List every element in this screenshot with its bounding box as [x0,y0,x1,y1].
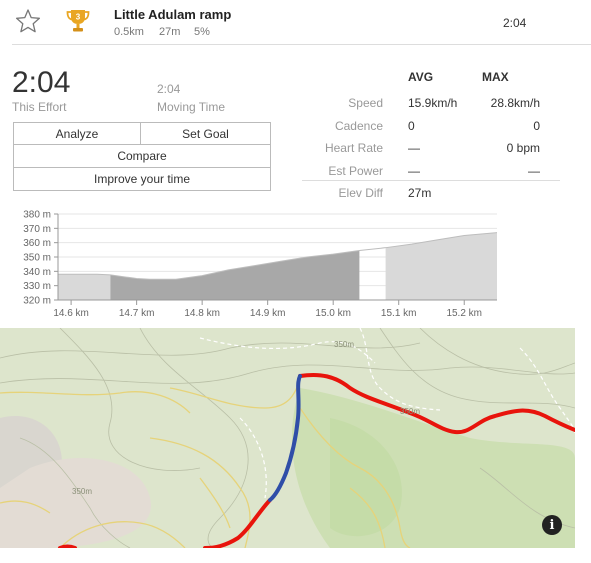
effort-time-label: This Effort [12,100,67,114]
elevation-chart[interactable]: 380 m 370 m 360 m 350 m 340 m 330 m 320 m 14.6… [0,205,500,323]
elevation-area-before [58,274,111,300]
contour-label: 350m [72,487,92,496]
segment-time: 2:04 [503,16,527,30]
route-map[interactable]: 350m 350m 350m [0,328,575,548]
x-tick-label: 14.8 km [184,308,220,319]
segment-distance: 0.5km [114,26,144,38]
y-tick-label: 330 m [23,281,51,292]
y-tick-label: 360 m [23,238,51,249]
segment-grade: 5% [194,26,210,38]
x-tick-label: 15.2 km [446,308,482,319]
elevation-area-after [385,232,497,300]
improve-time-button[interactable]: Improve your time [13,167,271,191]
contour-label: 350m [334,340,354,349]
x-tick-label: 14.7 km [119,308,155,319]
stat-label-elev-diff: Elev Diff [338,186,383,200]
elevation-line [58,232,498,280]
compare-button[interactable]: Compare [13,144,271,168]
stat-avg-elev-diff: 27m [408,186,432,200]
stat-max-speed: 28.8km/h [490,96,540,110]
stat-max-heart-rate: 0 bpm [506,141,540,155]
contour-label: 350m [400,407,420,416]
header-divider [12,44,591,45]
route-line [298,372,575,435]
stat-avg-speed: 15.9km/h [408,96,458,110]
map-forest-area [330,418,402,537]
max-header: MAX [482,70,509,84]
set-goal-button[interactable]: Set Goal [140,122,271,145]
x-tick-label: 15.1 km [381,308,417,319]
stat-label-speed: Speed [348,96,383,110]
stat-avg-est-power: — [408,164,420,178]
chart-areas [58,232,498,300]
y-tick-label: 380 m [23,210,51,221]
map-trails [199,328,575,499]
y-tick-label: 370 m [23,224,51,235]
stat-max-cadence: 0 [533,119,540,133]
route-line [58,498,272,548]
x-tick-label: 14.9 km [250,308,286,319]
stat-label-cadence: Cadence [334,119,383,133]
map-contours [0,328,575,548]
segment-title[interactable]: Little Adulam ramp [114,7,232,22]
stat-label-est-power: Est Power [328,164,383,178]
moving-time-label: Moving Time [157,100,226,114]
stat-avg-heart-rate: — [408,141,420,155]
star-icon[interactable] [15,8,41,34]
avg-header: AVG [408,70,434,84]
moving-time: 2:04 [157,82,181,96]
stat-label-heart-rate: Heart Rate [324,141,383,155]
x-tick-label: 14.6 km [53,308,89,319]
elevation-area-segment [110,250,360,300]
info-icon[interactable]: i [542,515,562,535]
effort-time: 2:04 [12,66,71,99]
y-tick-label: 320 m [23,296,51,307]
stats-divider [302,180,560,181]
map-roads [0,377,411,548]
y-tick-label: 350 m [23,253,51,264]
chart-y-axis: 380 m 370 m 360 m 350 m 340 m 330 m 320 m [23,210,59,307]
rank-badge: 3 [76,13,81,22]
x-tick-label: 15.0 km [315,308,351,319]
y-tick-label: 340 m [23,267,51,278]
stat-avg-cadence: 0 [408,119,415,133]
stat-max-est-power: — [528,164,540,178]
segment-elevation: 27m [159,26,181,38]
map-bare-area [0,458,151,548]
chart-x-axis: 14.6 km 14.7 km 14.8 km 14.9 km 15.0 km 15.1 … [53,299,497,319]
segment-route-line [268,374,302,502]
analyze-button[interactable]: Analyze [13,122,141,145]
trophy-icon: 3 [66,10,90,32]
